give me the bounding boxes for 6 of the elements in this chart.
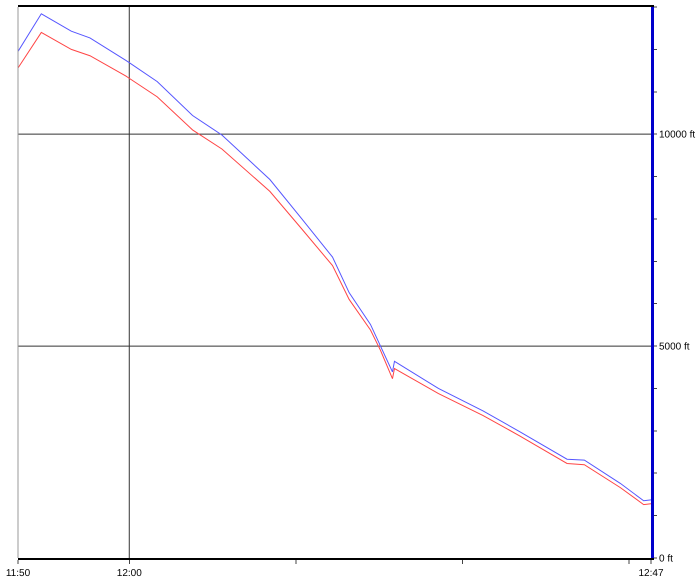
- y-tick-label: 0 ft: [659, 554, 674, 564]
- x-tick-label: 12:47: [638, 568, 664, 579]
- y-tick-label: 10000 ft: [659, 130, 696, 141]
- x-tick-label: 12:00: [116, 568, 142, 579]
- x-tick-label: 11:50: [6, 568, 31, 579]
- y-tick-label: 5000 ft: [659, 342, 690, 353]
